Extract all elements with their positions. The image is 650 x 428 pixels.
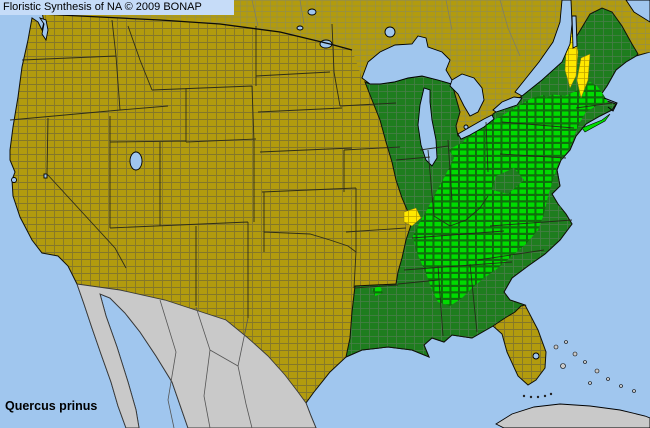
canada-province-lines [251,0,521,57]
us-canada-border [39,13,353,51]
mexico-state-lines [159,299,253,428]
long-island [581,113,611,133]
species-name: Quercus prinus [5,399,98,413]
species-county-presence-region [372,82,608,306]
state-presence-gaps [492,74,566,234]
bahamas-islands [553,340,636,393]
state-borders [9,19,613,337]
map-title: Floristic Synthesis of NA © 2009 BONAP [3,1,202,13]
canada-region [40,0,650,136]
florida-keys [522,392,553,399]
title-bar: Floristic Synthesis of NA © 2009 BONAP [0,0,234,15]
cape-cod [603,97,618,112]
cuba-island [495,403,650,428]
mexico-region [76,283,317,428]
great-lakes [11,0,650,360]
